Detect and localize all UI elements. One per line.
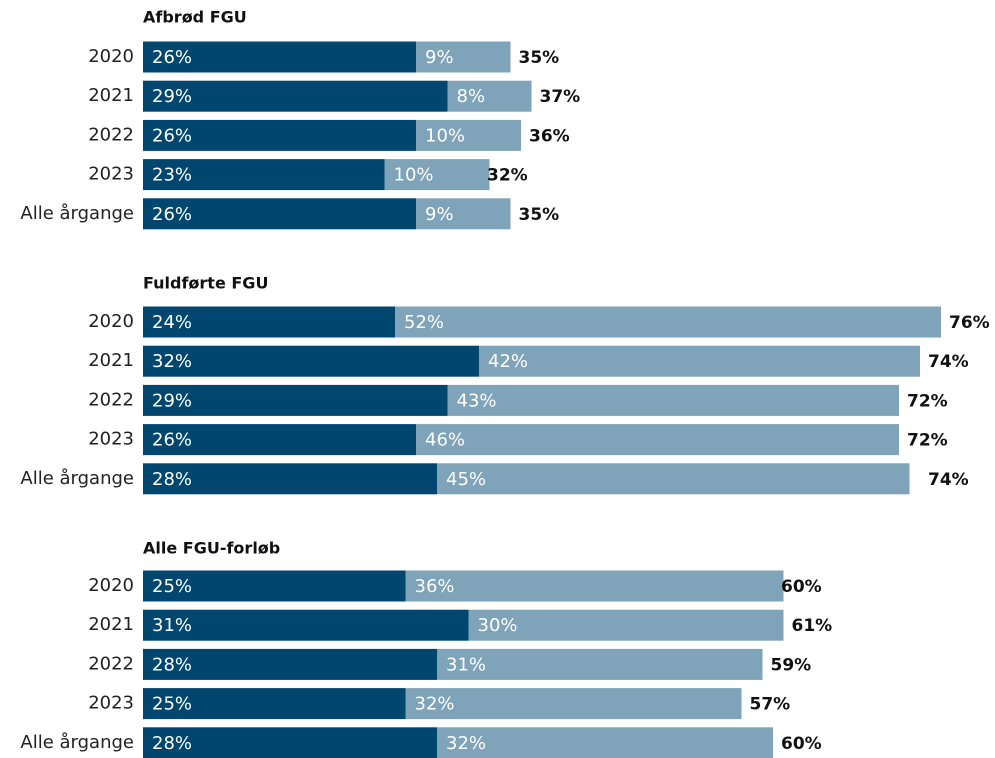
bar-segment bbox=[437, 727, 773, 758]
bar-segment bbox=[447, 384, 899, 416]
bar-segment bbox=[416, 198, 511, 230]
panel-title: Alle FGU-forløb bbox=[143, 539, 280, 558]
total-label: 76% bbox=[949, 313, 990, 333]
segment-label: 32% bbox=[152, 351, 192, 372]
total-label: 35% bbox=[519, 48, 560, 68]
segment-label: 28% bbox=[152, 469, 192, 490]
segment-label: 52% bbox=[404, 312, 444, 333]
category-label: Alle årgange bbox=[20, 732, 134, 753]
segment-label: 26% bbox=[152, 125, 192, 146]
category-label: 2020 bbox=[88, 46, 134, 67]
segment-label: 25% bbox=[152, 694, 192, 715]
segment-label: 30% bbox=[478, 615, 518, 636]
category-label: 2023 bbox=[88, 693, 134, 714]
segment-label: 46% bbox=[425, 430, 465, 451]
bar-segment bbox=[437, 648, 763, 680]
segment-label: 9% bbox=[425, 47, 454, 68]
bar-segment bbox=[416, 41, 511, 73]
bar-segment bbox=[143, 119, 416, 151]
segment-label: 23% bbox=[152, 165, 192, 186]
bar-segment bbox=[416, 119, 521, 151]
bar-segment bbox=[143, 424, 416, 456]
total-label: 60% bbox=[781, 577, 822, 597]
segment-label: 26% bbox=[152, 47, 192, 68]
category-label: 2021 bbox=[88, 350, 134, 371]
panel-title: Fuldførte FGU bbox=[143, 274, 268, 293]
bar-segment bbox=[437, 463, 910, 495]
segment-label: 31% bbox=[152, 615, 192, 636]
total-label: 72% bbox=[907, 391, 948, 411]
panel-title: Afbrød FGU bbox=[143, 8, 247, 27]
bar-segment bbox=[143, 463, 437, 495]
bar-segment bbox=[395, 306, 941, 338]
total-label: 32% bbox=[487, 166, 528, 186]
segment-label: 10% bbox=[394, 165, 434, 186]
bar-segment bbox=[143, 41, 416, 73]
bar-segment bbox=[143, 384, 448, 416]
category-label: 2022 bbox=[88, 653, 134, 674]
total-label: 74% bbox=[928, 470, 969, 490]
bar-segment bbox=[143, 648, 437, 680]
segment-label: 25% bbox=[152, 576, 192, 597]
bar-segment bbox=[468, 609, 784, 641]
bar-segment bbox=[479, 345, 920, 377]
bar-segment bbox=[143, 570, 406, 602]
category-label: Alle årgange bbox=[20, 203, 134, 224]
bar-segment bbox=[405, 570, 784, 602]
bar-segment bbox=[143, 198, 416, 230]
segment-label: 24% bbox=[152, 312, 192, 333]
bar-segment bbox=[405, 688, 742, 720]
category-label: Alle årgange bbox=[20, 468, 134, 489]
segment-label: 10% bbox=[425, 125, 465, 146]
total-label: 59% bbox=[771, 655, 812, 675]
bar-segment bbox=[143, 345, 479, 377]
segment-label: 8% bbox=[457, 86, 486, 107]
segment-label: 28% bbox=[152, 733, 192, 754]
total-label: 37% bbox=[540, 87, 581, 107]
total-label: 57% bbox=[750, 695, 791, 715]
segment-label: 45% bbox=[446, 469, 486, 490]
bar-segment bbox=[384, 159, 490, 191]
category-label: 2020 bbox=[88, 575, 134, 596]
category-label: 2023 bbox=[88, 429, 134, 450]
bar-segment bbox=[143, 306, 395, 338]
total-label: 36% bbox=[529, 126, 570, 146]
segment-label: 9% bbox=[425, 204, 454, 225]
total-label: 72% bbox=[907, 431, 948, 451]
bar-segment bbox=[143, 159, 385, 191]
category-label: 2020 bbox=[88, 311, 134, 332]
segment-label: 31% bbox=[446, 654, 486, 675]
segment-label: 28% bbox=[152, 654, 192, 675]
segment-label: 32% bbox=[446, 733, 486, 754]
segment-label: 32% bbox=[415, 694, 455, 715]
bar-segment bbox=[447, 80, 532, 112]
total-label: 61% bbox=[792, 616, 833, 636]
segment-label: 36% bbox=[415, 576, 455, 597]
category-label: 2022 bbox=[88, 124, 134, 145]
segment-label: 26% bbox=[152, 204, 192, 225]
bar-segment bbox=[143, 688, 406, 720]
category-label: 2022 bbox=[88, 389, 134, 410]
segment-label: 42% bbox=[488, 351, 528, 372]
total-label: 60% bbox=[781, 734, 822, 754]
segment-label: 29% bbox=[152, 86, 192, 107]
total-label: 74% bbox=[928, 352, 969, 372]
bar-segment bbox=[143, 609, 469, 641]
bar-segment bbox=[416, 424, 899, 456]
bar-segment bbox=[143, 80, 448, 112]
segment-label: 26% bbox=[152, 430, 192, 451]
segment-label: 43% bbox=[457, 390, 497, 411]
category-label: 2023 bbox=[88, 164, 134, 185]
total-label: 35% bbox=[519, 205, 560, 225]
category-label: 2021 bbox=[88, 614, 134, 635]
category-label: 2021 bbox=[88, 85, 134, 106]
segment-label: 29% bbox=[152, 390, 192, 411]
bar-segment bbox=[143, 727, 437, 758]
